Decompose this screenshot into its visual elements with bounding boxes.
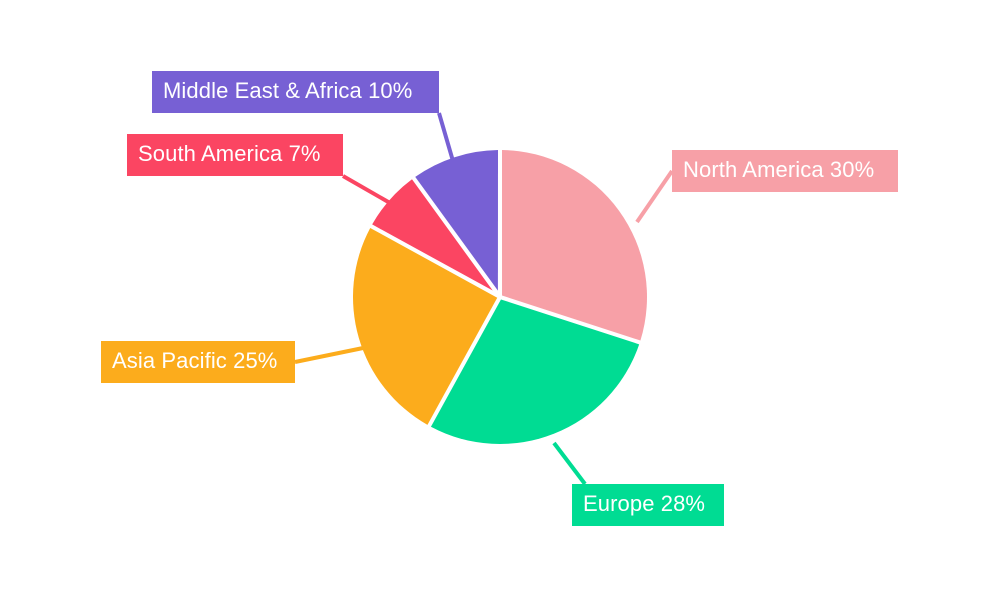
pie-slice-group bbox=[352, 150, 647, 445]
leader-line-europe bbox=[552, 441, 587, 486]
leader-line-north-america bbox=[635, 169, 674, 224]
pie-slice-asia-pacific[interactable] bbox=[352, 227, 498, 425]
pie-label-europe[interactable]: Europe 28% bbox=[572, 484, 724, 526]
pie-slice-europe[interactable] bbox=[430, 299, 640, 445]
pie-label-middle-east-africa[interactable]: Middle East & Africa 10% bbox=[152, 71, 439, 113]
pie-slice-south-america[interactable] bbox=[372, 179, 493, 291]
pie-label-asia-pacific[interactable]: Asia Pacific 25% bbox=[101, 341, 295, 383]
pie-label-south-america[interactable]: South America 7% bbox=[127, 134, 343, 176]
pie-slice-north-america[interactable] bbox=[501, 150, 647, 341]
pie-label-north-america[interactable]: North America 30% bbox=[672, 150, 898, 192]
pie-slice-middle-east-africa[interactable] bbox=[415, 150, 499, 291]
leader-line-asia-pacific bbox=[294, 345, 369, 364]
